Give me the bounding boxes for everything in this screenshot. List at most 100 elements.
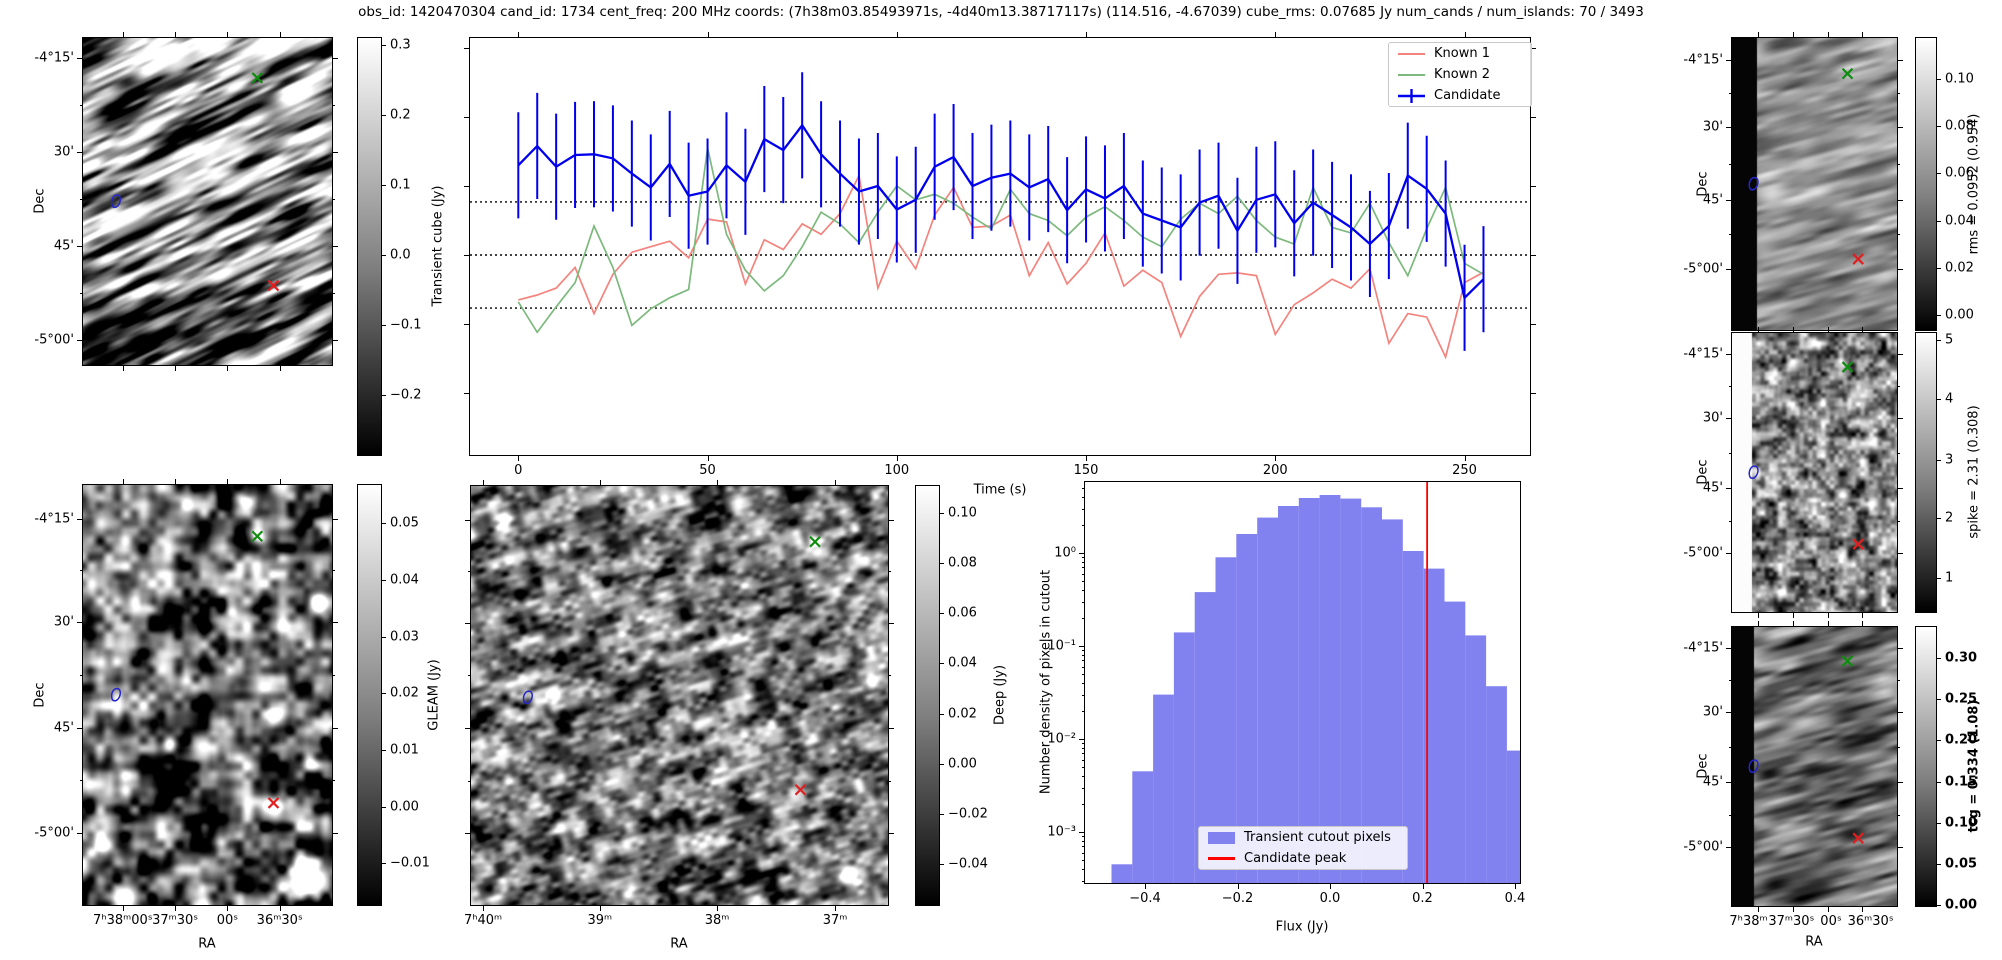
transient-cube-y-tick (77, 57, 83, 59)
gleam-y-tick (77, 833, 83, 835)
gleam-ra-axis-label: RA (198, 936, 216, 952)
lightcurve-x-tick (518, 455, 520, 461)
deep-colorbar-tick (939, 813, 944, 815)
deep-colorbar-label: Deep (Jy) (992, 664, 1008, 726)
transient-cube-x-tick (122, 32, 124, 38)
spike-colorbar-tick-label: 5 (1945, 332, 1954, 348)
rms-x-tick (1827, 32, 1829, 38)
tcg-y-minortick (1729, 746, 1732, 748)
tcg-x-tick (1862, 906, 1864, 912)
tcg-ra-axis-label: RA (1805, 934, 1823, 950)
deep-y-tick (888, 622, 894, 624)
histogram-y-tick-label: 10⁰ (1054, 545, 1076, 561)
histogram-y-minortick (1082, 753, 1085, 755)
tcg-y-tick (1897, 781, 1903, 783)
deep-y-tick (465, 519, 471, 521)
spike-colorbar-tick-label: 4 (1945, 391, 1954, 407)
rms-colorbar-tick (1936, 315, 1941, 317)
rms-x-tick (1862, 32, 1864, 38)
spike-y-minortick (1897, 452, 1900, 454)
gleam-y-minortick (80, 674, 83, 676)
histogram-y-minortick (1082, 776, 1085, 777)
spike-y-tick (1897, 353, 1903, 355)
rms-y-tick-label: 45' (1702, 192, 1723, 208)
histogram-y-tick-label: 10⁻³ (1047, 824, 1076, 840)
spike-y-tick (1726, 553, 1732, 555)
spike-colorbar-tick (1936, 577, 1941, 579)
histogram-y-minortick (1082, 846, 1085, 848)
tcg-y-minortick (1897, 814, 1900, 816)
spike-y-tick-label: -5°00' (1683, 545, 1723, 561)
gleam-colorbar-tick-label: 0.00 (390, 799, 419, 815)
lightcurve-y-tick (464, 48, 470, 49)
rms-colorbar (1915, 37, 1937, 331)
spike-x-tick (1758, 327, 1760, 333)
lightcurve-x-tick (1275, 455, 1277, 461)
tcg-x-tick (1793, 621, 1795, 627)
lightcurve-x-tick-label: 150 (1073, 463, 1099, 478)
deep-y-tick (888, 519, 894, 521)
transient-colorbar-tick (381, 184, 386, 186)
histogram-y-minortick (1082, 880, 1085, 882)
rms-x-tick (1758, 32, 1760, 38)
tcg-x-tick-label: 7ʰ38ᵐ (1729, 914, 1768, 929)
deep-y-minortick (888, 571, 891, 573)
transient-cube-y-minortick (332, 293, 335, 295)
tcg-y-minortick (1729, 814, 1732, 816)
lightcurve-x-tick (1086, 32, 1088, 38)
rms-y-minortick (1897, 234, 1900, 236)
tcg-y-tick (1897, 847, 1903, 849)
deep-colorbar-tick (939, 563, 944, 565)
gleam-colorbar-tick (381, 807, 386, 809)
rms-x-tick (1793, 32, 1795, 38)
histogram-y-minortick (1082, 618, 1085, 619)
transient-cube-y-tick-label: 45' (53, 238, 74, 254)
tcg-y-tick-label: -5°00' (1683, 839, 1723, 855)
histogram-x-tick-label: −0.4 (1129, 891, 1161, 906)
spike-cutout-image (1732, 333, 1897, 612)
transient-cube-y-minortick (80, 105, 83, 107)
histogram-ylabel: Number density of pixels in cutout (1038, 569, 1054, 795)
tcg-y-minortick (1897, 680, 1900, 681)
gleam-x-tick (279, 905, 281, 911)
gleam-x-tick (122, 905, 124, 911)
histogram-xlabel: Flux (Jy) (1275, 919, 1329, 935)
histogram-y-minortick (1082, 694, 1085, 696)
deep-x-tick (717, 905, 719, 911)
transient-cube-x-tick (175, 365, 177, 371)
transient-cube-x-tick (175, 32, 177, 38)
tcg-colorbar-tick-label: 0.10 (1945, 815, 1978, 831)
histogram-y-minortick (1082, 787, 1085, 789)
tcg-colorbar-tick (1936, 740, 1941, 742)
gleam-y-tick (77, 621, 83, 623)
deep-ra-axis-label: RA (670, 936, 688, 952)
deep-x-tick (483, 905, 485, 911)
lightcurve-x-tick (1086, 455, 1088, 461)
lightcurve-legend: Known 1 Known 2 Candidate (1388, 42, 1532, 107)
deep-y-minortick (468, 780, 471, 782)
transient-cube-y-tick-label: -5°00' (34, 332, 74, 348)
gleam-x-tick-label: 36ᵐ30ˢ (256, 913, 303, 928)
source-markers (522, 535, 821, 796)
lightcurve-x-tick-label: 50 (699, 463, 716, 478)
spike-y-minortick (1729, 386, 1732, 387)
lightcurve-x-tick-label: 200 (1262, 463, 1288, 478)
deep-y-minortick (888, 780, 891, 782)
histogram-y-minortick (1082, 573, 1085, 575)
spike-colorbar-tick (1936, 398, 1941, 400)
rms-y-tick (1897, 59, 1903, 61)
histogram-y-tick-label: 10⁻² (1047, 731, 1076, 747)
lightcurve-y-tick (1530, 324, 1536, 325)
spike-y-tick (1726, 418, 1732, 420)
spike-y-minortick (1729, 520, 1732, 522)
gleam-colorbar (357, 484, 382, 906)
histogram-x-tick-label: 0.4 (1504, 891, 1526, 906)
gleam-y-minortick (332, 780, 335, 782)
gleam-image-panel (82, 484, 333, 906)
spike-y-tick (1897, 487, 1903, 489)
gleam-y-tick-label: 30' (53, 614, 74, 630)
rms-y-tick (1726, 127, 1732, 129)
spike-x-tick (1793, 327, 1795, 333)
histogram-y-minortick (1082, 841, 1085, 842)
histogram-y-minortick (1082, 650, 1085, 652)
